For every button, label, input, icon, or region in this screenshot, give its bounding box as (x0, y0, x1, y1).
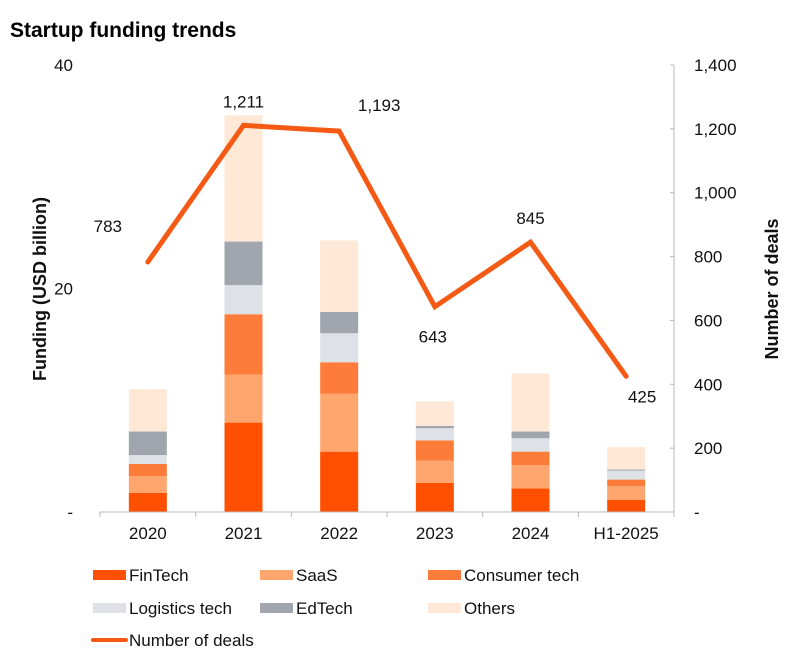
legend-swatch-edtech (260, 603, 293, 613)
y2-tick-label: 1,200 (694, 120, 737, 139)
legend: FinTech SaaS Consumer tech Logistics tech Ed… (91, 566, 579, 650)
deals-data-label: 783 (94, 217, 122, 236)
axes-layer: 2020 2021 2022 2023 2024 H1-2025 - 20 40 - 200 400 6… (54, 56, 736, 543)
bar-others-2023 (415, 401, 454, 426)
line-layer: 783 1,211 1,193 643 845 425 (94, 92, 657, 406)
y-axis-title: Funding (USD billion) (30, 197, 50, 381)
legend-swatch-saas (260, 570, 293, 580)
deals-data-label: 643 (419, 328, 447, 347)
bar-edtech-2023 (415, 425, 454, 429)
y2-tick-label: 800 (694, 248, 722, 267)
bar-others-h1-2025 (607, 447, 646, 470)
y2-tick-label: 200 (694, 439, 722, 458)
y2-tick-label: - (694, 503, 700, 522)
bar-edtech-2020 (128, 431, 167, 456)
bar-consumer-tech-2023 (415, 440, 454, 461)
x-tick-label: 2020 (129, 524, 167, 543)
bar-others-2021 (224, 115, 263, 242)
legend-label: Consumer tech (464, 566, 579, 585)
bar-logistics-tech-2024 (511, 438, 550, 452)
y2-tick-label: 400 (694, 375, 722, 394)
deals-data-label: 1,193 (358, 96, 401, 115)
bar-consumer-tech-2020 (128, 463, 167, 477)
y2-axis-title: Number of deals (762, 218, 782, 359)
bar-edtech-2022 (320, 311, 359, 334)
y2-tick-label: 600 (694, 311, 722, 330)
legend-swatch-others (428, 603, 461, 613)
legend-swatch-fintech (93, 570, 126, 580)
legend-label: EdTech (296, 599, 353, 618)
legend-label: Logistics tech (129, 599, 232, 618)
bar-saas-2023 (415, 460, 454, 483)
bar-others-2020 (128, 389, 167, 432)
y2-tick-label: 1,000 (694, 184, 737, 203)
x-tick-label: 2023 (416, 524, 454, 543)
bar-logistics-tech-2021 (224, 285, 263, 315)
bar-fintech-2023 (415, 482, 454, 512)
y-tick-label: 20 (54, 280, 73, 299)
bar-saas-2024 (511, 465, 550, 489)
bar-consumer-tech-h1-2025 (607, 479, 646, 487)
bar-edtech-h1-2025 (607, 469, 646, 471)
bar-logistics-tech-2022 (320, 333, 359, 363)
bar-others-2024 (511, 373, 550, 432)
bar-saas-2020 (128, 476, 167, 494)
legend-label: Others (464, 599, 515, 618)
bar-consumer-tech-2024 (511, 451, 550, 466)
bar-others-2022 (320, 240, 359, 312)
deals-data-label: 845 (516, 209, 544, 228)
bar-fintech-2020 (128, 493, 167, 512)
legend-swatch-logistics-tech (93, 603, 126, 613)
legend-label: Number of deals (129, 631, 254, 650)
deals-data-label: 1,211 (223, 92, 264, 111)
y2-tick-label: 1,400 (694, 56, 737, 75)
bar-logistics-tech-2020 (128, 455, 167, 464)
bar-saas-2021 (224, 374, 263, 423)
bar-logistics-tech-2023 (415, 428, 454, 441)
x-tick-label: 2022 (320, 524, 358, 543)
bar-fintech-2022 (320, 451, 359, 512)
bar-edtech-2021 (224, 241, 263, 286)
x-tick-label: 2024 (512, 524, 550, 543)
bar-consumer-tech-2021 (224, 314, 263, 375)
y-tick-label: - (67, 503, 73, 522)
y-tick-label: 40 (54, 56, 73, 75)
x-tick-label: 2021 (225, 524, 263, 543)
bar-fintech-2021 (224, 422, 263, 512)
deals-line (145, 122, 629, 379)
bar-edtech-2024 (511, 431, 550, 439)
bar-logistics-tech-h1-2025 (607, 470, 646, 480)
legend-swatch-consumer-tech (428, 570, 461, 580)
bar-fintech-h1-2025 (607, 499, 646, 512)
legend-label: SaaS (296, 566, 338, 585)
bar-fintech-2024 (511, 488, 550, 512)
legend-label: FinTech (129, 566, 189, 585)
bar-saas-2022 (320, 393, 359, 452)
deals-data-label: 425 (628, 387, 656, 406)
x-tick-label: H1-2025 (594, 524, 659, 543)
chart-title: Startup funding trends (10, 19, 236, 42)
bars-layer (128, 115, 646, 512)
bar-saas-h1-2025 (607, 486, 646, 500)
bar-consumer-tech-2022 (320, 362, 359, 394)
